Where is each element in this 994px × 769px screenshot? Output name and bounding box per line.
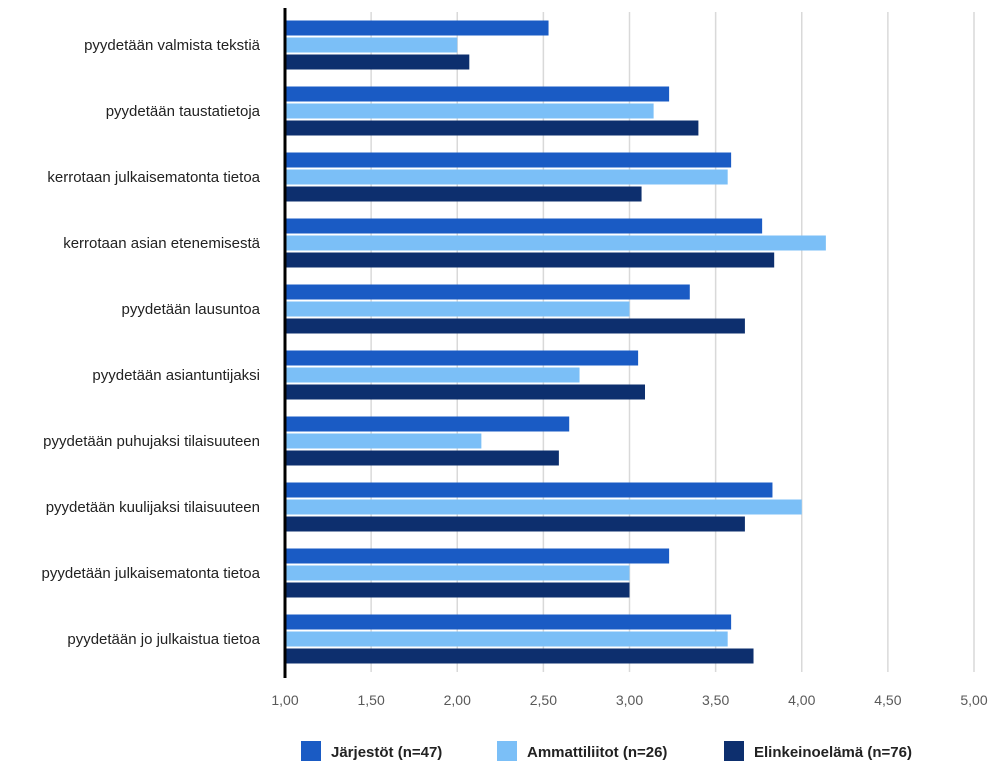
bar [285, 152, 732, 168]
bar [285, 301, 630, 317]
legend-swatch [497, 741, 517, 761]
x-tick-label: 5,00 [960, 692, 987, 708]
bar [285, 482, 773, 498]
bar [285, 54, 470, 70]
x-tick-label: 2,00 [444, 692, 471, 708]
x-tick-label: 3,00 [616, 692, 643, 708]
bar [285, 548, 670, 564]
bar [285, 350, 639, 366]
bar [285, 367, 580, 383]
category-label: pyydetään valmista tekstiä [84, 37, 261, 54]
legend-label: Elinkeinoelämä (n=76) [754, 744, 912, 761]
bar [285, 516, 745, 532]
bar [285, 120, 699, 136]
bar [285, 37, 458, 53]
category-label: pyydetään taustatietoja [106, 103, 261, 120]
x-tick-label: 4,00 [788, 692, 815, 708]
x-tick-label: 4,50 [874, 692, 901, 708]
bar [285, 252, 775, 268]
legend-swatch [301, 741, 321, 761]
bar [285, 499, 802, 515]
bar [285, 384, 646, 400]
bar [285, 318, 745, 334]
bar [285, 416, 570, 432]
bar [285, 433, 482, 449]
category-label: pyydetään asiantuntijaksi [92, 367, 260, 384]
bar [285, 450, 559, 466]
bars [285, 20, 826, 664]
legend: Järjestöt (n=47) Ammattiliitot (n=26) Elin… [301, 741, 912, 761]
bar [285, 582, 630, 598]
category-label: pyydetään puhujaksi tilaisuuteen [43, 433, 260, 450]
bar [285, 648, 754, 664]
category-label: pyydetään jo julkaistua tietoa [67, 631, 260, 648]
bar [285, 103, 654, 119]
category-label: pyydetään julkaisematonta tietoa [42, 565, 261, 582]
category-label: kerrotaan asian etenemisestä [63, 235, 260, 252]
bar [285, 631, 728, 647]
x-tick-labels: 1,00 1,50 2,00 2,50 3,00 3,50 4,00 4,50 5,00 [271, 692, 987, 708]
x-tick-label: 2,50 [530, 692, 557, 708]
category-label: pyydetään kuulijaksi tilaisuuteen [46, 499, 260, 516]
category-label: pyydetään lausuntoa [122, 301, 261, 318]
bar [285, 169, 728, 185]
bar [285, 235, 826, 251]
legend-label: Järjestöt (n=47) [331, 744, 442, 761]
x-tick-label: 3,50 [702, 692, 729, 708]
bar [285, 186, 642, 202]
bar [285, 284, 690, 300]
bar [285, 86, 670, 102]
bar [285, 565, 630, 581]
bar [285, 614, 732, 630]
x-tick-label: 1,50 [358, 692, 385, 708]
bar [285, 20, 549, 36]
x-tick-label: 1,00 [271, 692, 298, 708]
bar [285, 218, 763, 234]
category-label: kerrotaan julkaisematonta tietoa [47, 169, 260, 186]
legend-label: Ammattiliitot (n=26) [527, 744, 667, 761]
legend-swatch [724, 741, 744, 761]
category-labels: pyydetään valmista tekstiä pyydetään taus… [42, 37, 261, 648]
